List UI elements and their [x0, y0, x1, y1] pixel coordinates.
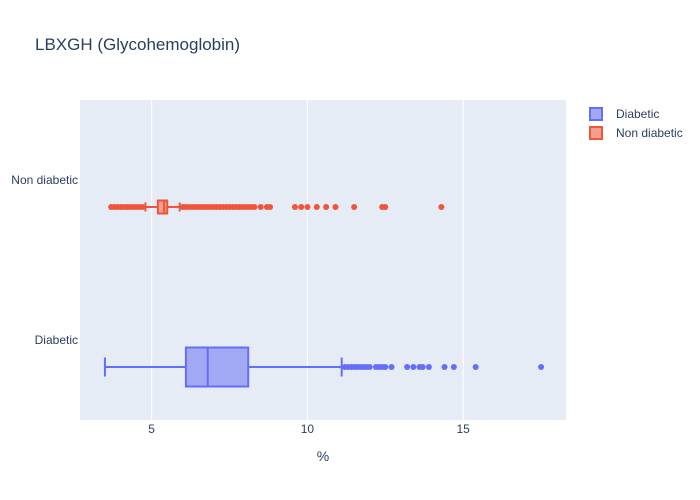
y-tick-label: Non diabetic: [11, 173, 78, 187]
outlier-point: [267, 204, 274, 210]
box-iqr: [184, 346, 250, 388]
outlier-point: [404, 364, 411, 370]
x-tick-label: 15: [457, 422, 471, 436]
x-tick-label: 10: [301, 422, 315, 436]
legend-swatch: [589, 126, 603, 140]
outlier-point: [139, 204, 146, 210]
outlier-point: [304, 204, 311, 210]
plot-area: [80, 100, 566, 420]
box-diabetic: [103, 346, 545, 388]
outlier-point: [438, 204, 445, 210]
x-tick-label: 5: [148, 422, 155, 436]
legend-label: Diabetic: [616, 107, 659, 121]
legend-swatch: [589, 107, 603, 121]
outlier-point: [419, 364, 426, 370]
legend-item-non-diabetic[interactable]: Non diabetic: [589, 126, 683, 140]
outlier-point: [298, 204, 305, 210]
outlier-point: [351, 204, 358, 210]
outlier-point: [450, 364, 457, 370]
outlier-point: [441, 364, 448, 370]
outlier-point: [366, 364, 373, 370]
outlier-point: [332, 204, 339, 210]
legend-item-diabetic[interactable]: Diabetic: [589, 107, 659, 121]
box-non-diabetic: [108, 199, 445, 215]
outlier-point: [251, 204, 258, 210]
marks-layer: [103, 199, 545, 388]
box-iqr: [156, 199, 169, 215]
outlier-point: [323, 204, 330, 210]
outlier-point: [313, 204, 320, 210]
outlier-point: [382, 364, 389, 370]
legend[interactable]: Diabetic Non diabetic: [589, 107, 683, 140]
outlier-point: [257, 204, 264, 210]
outlier-point: [425, 364, 432, 370]
y-tick-label: Diabetic: [35, 333, 78, 347]
x-axis-title: %: [317, 448, 329, 464]
chart-title: LBXGH (Glycohemoglobin): [35, 35, 240, 54]
outlier-point: [291, 204, 298, 210]
outlier-point: [472, 364, 479, 370]
outlier-point: [382, 204, 389, 210]
outlier-point: [410, 364, 417, 370]
outlier-point: [538, 364, 545, 370]
outlier-point: [388, 364, 395, 370]
legend-label: Non diabetic: [616, 126, 683, 140]
tick-layer: 5 10 15 Diabetic Non diabetic: [11, 173, 470, 436]
